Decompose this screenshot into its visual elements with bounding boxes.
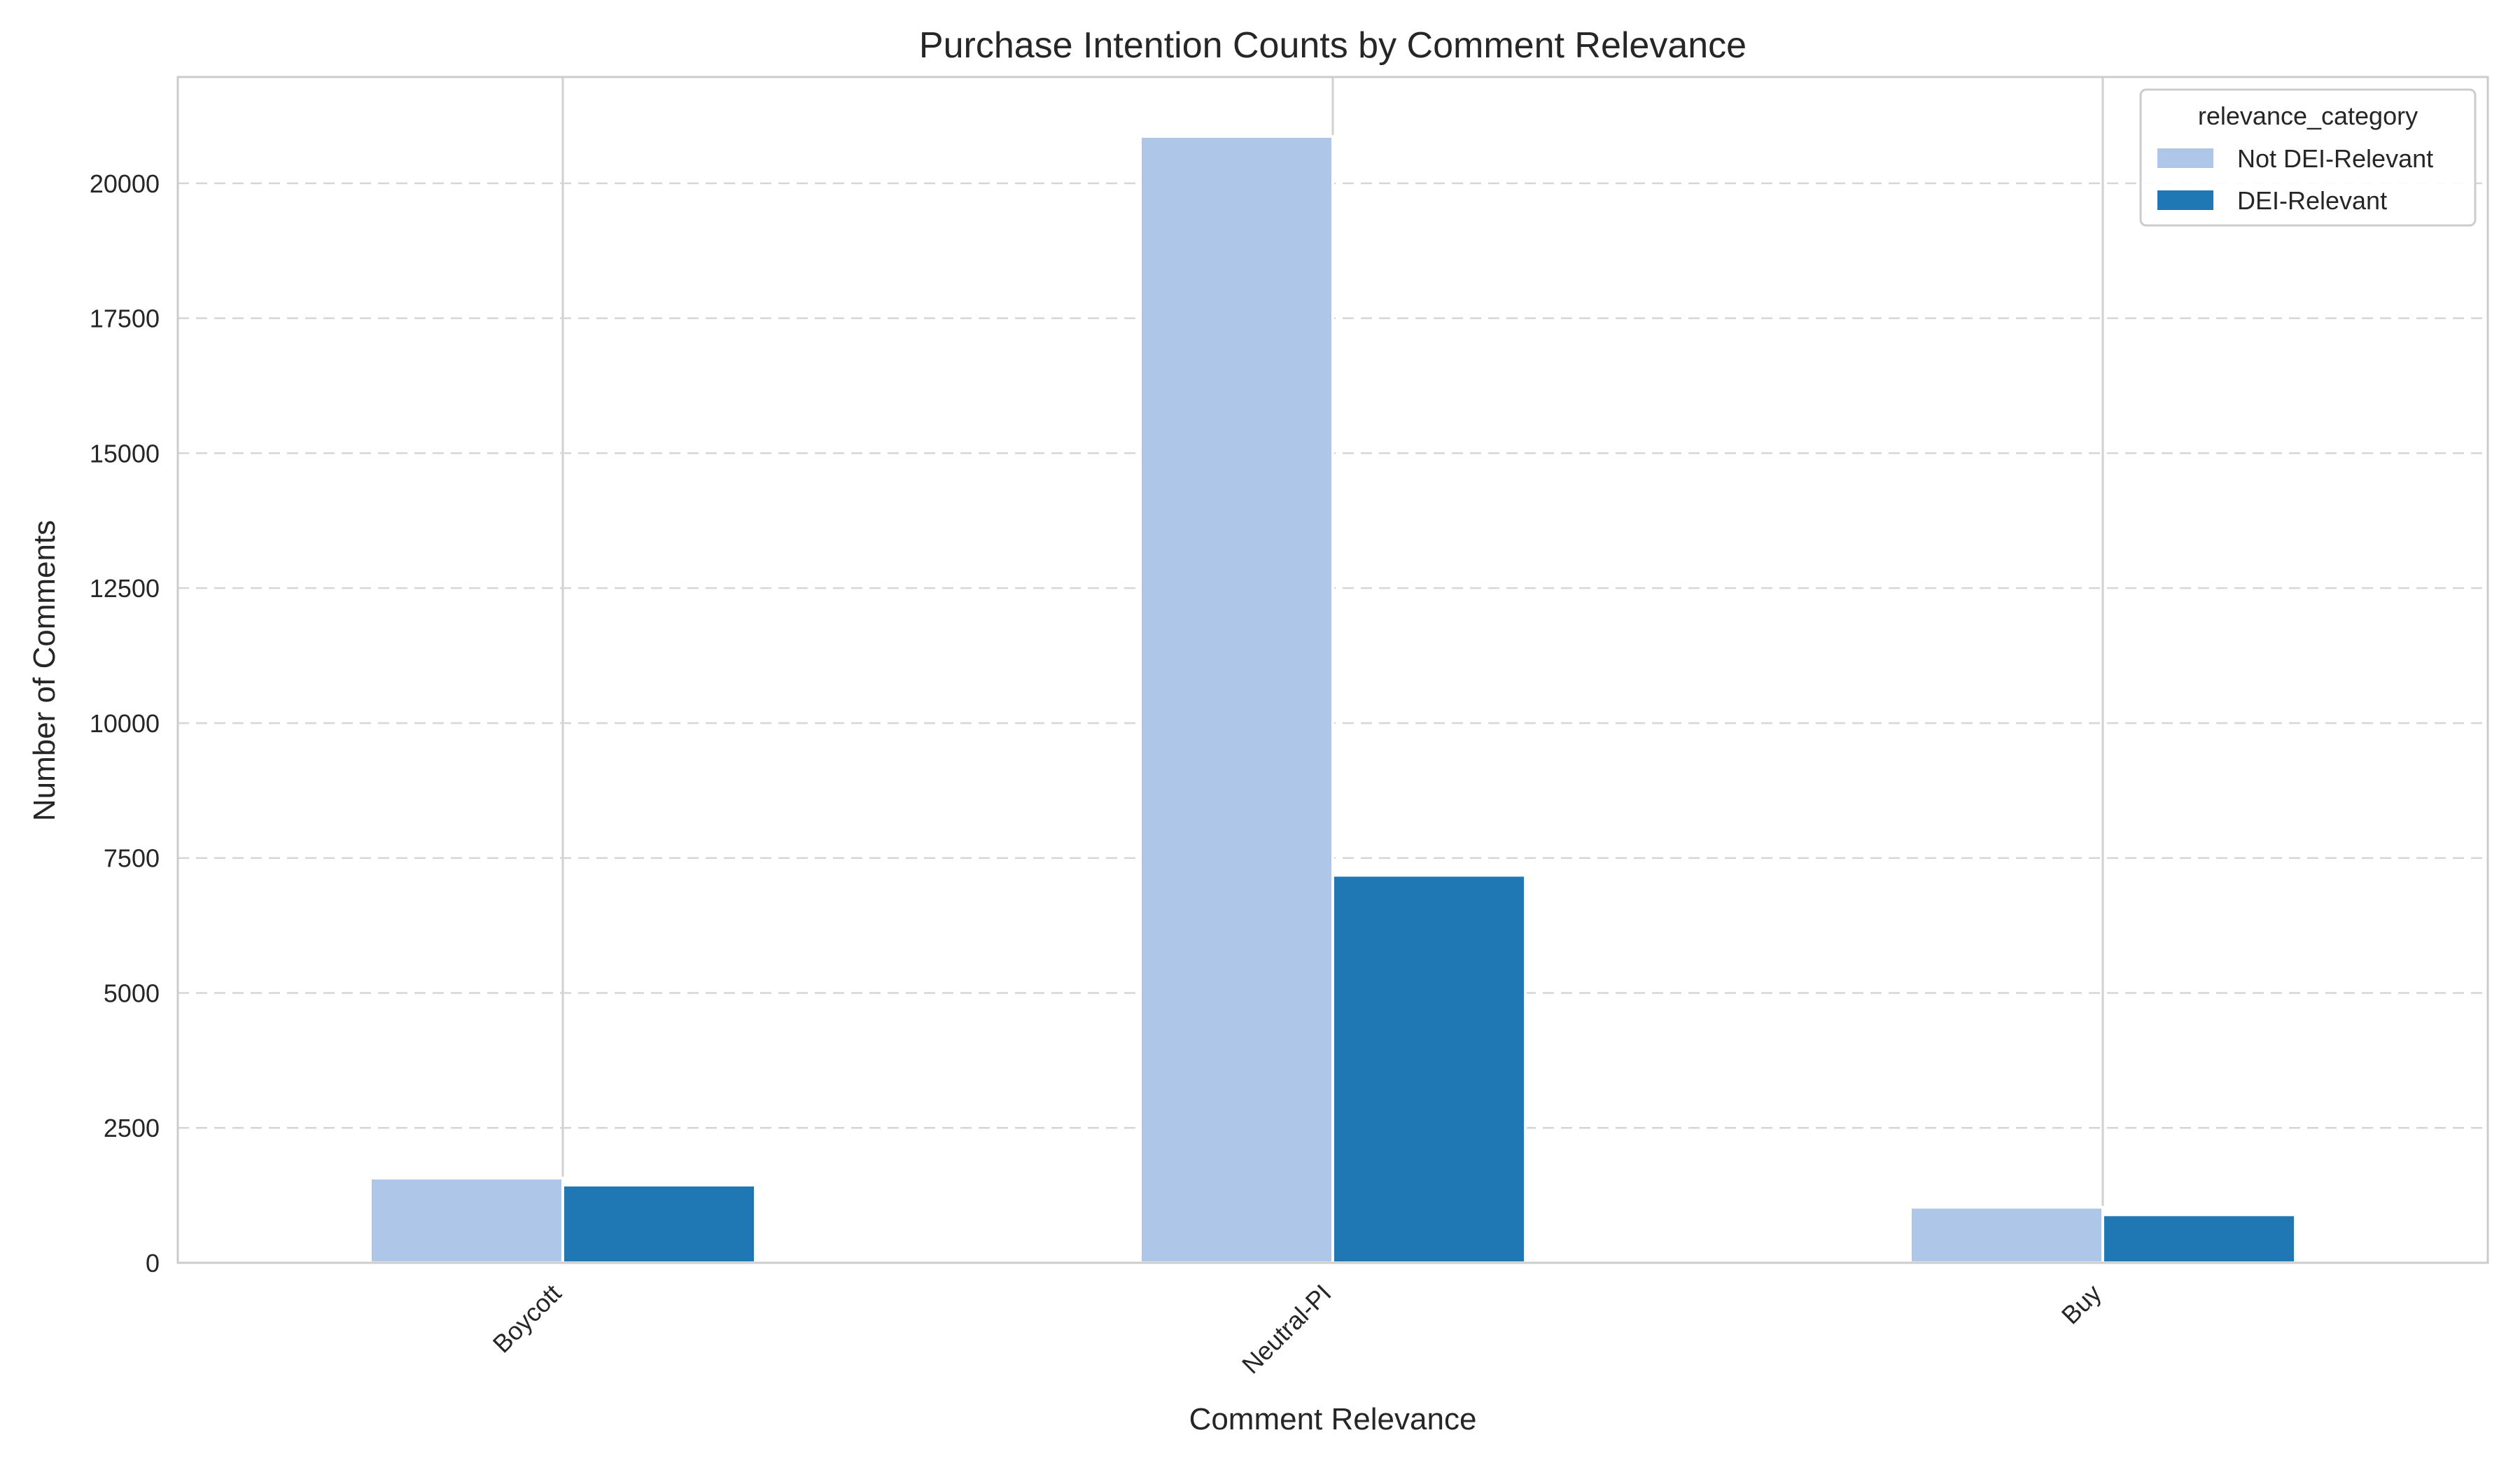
legend-swatch bbox=[2157, 148, 2213, 168]
y-tick-label: 2500 bbox=[104, 1114, 160, 1142]
legend: relevance_category Not DEI-Relevant DEI-R… bbox=[2139, 88, 2477, 227]
legend-items: Not DEI-Relevant DEI-Relevant bbox=[2157, 144, 2433, 215]
bar-boycott-not-dei bbox=[369, 1176, 564, 1265]
y-tick-label: 17500 bbox=[90, 304, 160, 333]
y-tick-label: 20000 bbox=[90, 169, 160, 198]
legend-swatch bbox=[2157, 190, 2213, 210]
bar-boycott-dei bbox=[561, 1183, 757, 1265]
legend-label: DEI-Relevant bbox=[2237, 186, 2387, 215]
legend-box bbox=[2139, 88, 2477, 227]
y-axis-label: Number of Comments bbox=[27, 520, 62, 821]
y-tick-label: 5000 bbox=[104, 979, 160, 1007]
x-axis-label: Comment Relevance bbox=[1189, 1402, 1477, 1436]
bar-neutral-pi-not-dei bbox=[1139, 134, 1334, 1264]
y-tick-label: 0 bbox=[146, 1249, 160, 1278]
y-tick-label: 7500 bbox=[104, 844, 160, 873]
y-tick-label: 15000 bbox=[90, 439, 160, 468]
y-tick-labels: 0 2500 5000 7500 10000 12500 15000 17500 20000 bbox=[90, 169, 160, 1278]
bar-buy-dei bbox=[2101, 1213, 2297, 1265]
bar-buy-not-dei bbox=[1909, 1205, 2104, 1264]
y-tick-label: 10000 bbox=[90, 709, 160, 738]
plot-frame bbox=[176, 76, 2489, 1264]
legend-label: Not DEI-Relevant bbox=[2237, 144, 2433, 173]
bars bbox=[369, 134, 2297, 1265]
y-tick-label: 12500 bbox=[90, 574, 160, 603]
legend-title: relevance_category bbox=[2198, 102, 2418, 130]
chart-title: Purchase Intention Counts by Comment Rel… bbox=[919, 25, 1746, 66]
bar-neutral-pi-dei bbox=[1331, 874, 1527, 1264]
